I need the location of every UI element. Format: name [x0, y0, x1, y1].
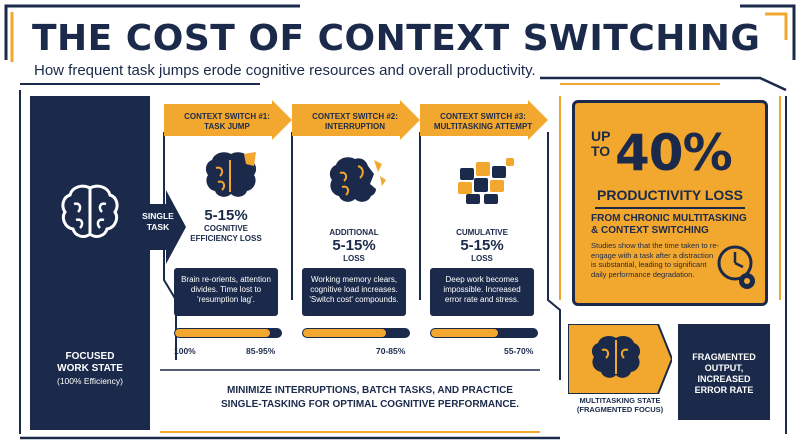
switch-header-1: CONTEXT SWITCH #1: TASK JUMP — [164, 100, 292, 140]
brain-fragmented-icon — [567, 323, 674, 395]
bar-end-label-1: 85-95% — [246, 346, 276, 356]
focused-label-line1: FOCUSED — [65, 351, 115, 362]
focused-label-line2: WORK STATE — [57, 363, 123, 374]
efficiency-bar-2 — [302, 328, 410, 338]
switch-stat-line1-1: COGNITIVE — [203, 224, 248, 233]
switch-panel-1: CONTEXT SWITCH #1: TASK JUMP — [164, 100, 292, 140]
single-task-line2: TASK — [146, 222, 170, 232]
multitasking-label-line2: (FRAGMENTED FOCUS) — [576, 405, 664, 414]
switch-title-3: CONTEXT SWITCH #3: — [440, 112, 526, 121]
productivity-loss-box: UP TO 40% PRODUCTIVITY LOSS FROM CHRONIC… — [572, 100, 768, 306]
switch-header-3: CONTEXT SWITCH #3: MULTITASKING ATTEMPT — [420, 100, 548, 140]
brain-cracked-icon — [329, 157, 386, 202]
switch-stat-3: CUMULATIVE 5-15% LOSS — [420, 228, 544, 264]
loss-source: FROM CHRONIC MULTITASKING & CONTEXT SWIT… — [591, 213, 761, 237]
single-task-arrow — [150, 190, 186, 264]
switch-title-2: CONTEXT SWITCH #2: — [312, 112, 398, 121]
bottom-message-line2: SINGLE-TASKING FOR OPTIMAL COGNITIVE PER… — [221, 399, 519, 410]
up-to-label: UP TO — [591, 129, 610, 159]
page-title: THE COST OF CONTEXT SWITCHING — [32, 18, 761, 59]
switch-panel-2: CONTEXT SWITCH #2: INTERRUPTION — [292, 100, 420, 140]
bar-start-label-1: 100% — [174, 346, 196, 356]
switch-desc-3: Deep work becomes impossible. Increased … — [430, 268, 534, 316]
brain-chipped-icon — [205, 152, 257, 197]
fragmented-output-box: FRAGMENTED OUTPUT, INCREASED ERROR RATE — [678, 324, 770, 420]
multitasking-label: MULTITASKING STATE (FRAGMENTED FOCUS) — [568, 396, 672, 414]
to-label: TO — [591, 143, 611, 159]
switch-subtitle-2: INTERRUPTION — [325, 122, 385, 131]
focused-label: FOCUSED WORK STATE — [30, 351, 150, 375]
multitasking-label-line1: MULTITASKING STATE — [579, 396, 661, 405]
switch-subtitle-3: MULTITASKING ATTEMPT — [433, 122, 533, 131]
switch-panel-3: CONTEXT SWITCH #3: MULTITASKING ATTEMPT — [420, 100, 548, 140]
single-task-label: SINGLE TASK — [136, 211, 180, 233]
clock-gear-icon — [717, 245, 755, 289]
fragmented-line3: INCREASED — [697, 374, 751, 384]
loss-source-line1: FROM CHRONIC MULTITASKING — [591, 213, 747, 224]
switch-stat-line1-2: LOSS — [343, 254, 365, 263]
switch-stat-pre-2: ADDITIONAL — [329, 228, 379, 237]
switch-subtitle-1: TASK JUMP — [204, 122, 250, 131]
efficiency-bar-1 — [174, 328, 282, 338]
brain-puzzle-icon — [458, 158, 514, 204]
switch-stat-2: ADDITIONAL 5-15% LOSS — [292, 228, 416, 264]
loss-label: PRODUCTIVITY LOSS — [597, 187, 743, 203]
focused-efficiency: (100% Efficiency) — [57, 376, 123, 386]
switch-stat-line2-1: EFFICIENCY LOSS — [190, 234, 262, 243]
loss-source-line2: & CONTEXT SWITCHING — [591, 225, 709, 236]
brain-icon — [61, 184, 119, 238]
switch-desc-1: Brain re-orients, attention divides. Tim… — [174, 268, 278, 316]
bottom-message-line1: MINIMIZE INTERRUPTIONS, BATCH TASKS, AND… — [227, 385, 513, 396]
up-label: UP — [591, 128, 611, 144]
single-task-line1: SINGLE — [142, 211, 174, 221]
fragmented-line1: FRAGMENTED — [692, 352, 756, 362]
page-subtitle: How frequent task jumps erode cognitive … — [34, 62, 536, 79]
efficiency-bar-3 — [430, 328, 538, 338]
switch-desc-2: Working memory clears, cognitive load in… — [302, 268, 406, 316]
bottom-message: MINIMIZE INTERRUPTIONS, BATCH TASKS, AND… — [180, 384, 560, 412]
switch-stat-value-1: 5-15% — [204, 207, 248, 224]
switch-title-1: CONTEXT SWITCH #1: — [184, 112, 270, 121]
loss-percent: 40% — [615, 124, 733, 182]
switch-stat-line1-3: LOSS — [471, 254, 493, 263]
switch-stat-pre-3: CUMULATIVE — [456, 228, 508, 237]
fragmented-line2: OUTPUT, — [704, 363, 744, 373]
multitasking-state: MULTITASKING STATE (FRAGMENTED FOCUS) — [567, 323, 674, 420]
bar-end-label-3: 55-70% — [504, 346, 534, 356]
switch-stat-value-3: 5-15% — [460, 237, 504, 254]
bar-end-label-2: 70-85% — [376, 346, 406, 356]
switch-header-2: CONTEXT SWITCH #2: INTERRUPTION — [292, 100, 420, 140]
studies-text: Studies show that the time taken to re-e… — [591, 241, 719, 279]
fragmented-line4: ERROR RATE — [694, 385, 754, 395]
focused-state-panel: FOCUSED WORK STATE (100% Efficiency) — [30, 96, 150, 430]
switch-stat-value-2: 5-15% — [332, 237, 376, 254]
switch-stat-1: 5-15% COGNITIVE EFFICIENCY LOSS — [164, 208, 288, 244]
summary-divider — [595, 207, 745, 209]
